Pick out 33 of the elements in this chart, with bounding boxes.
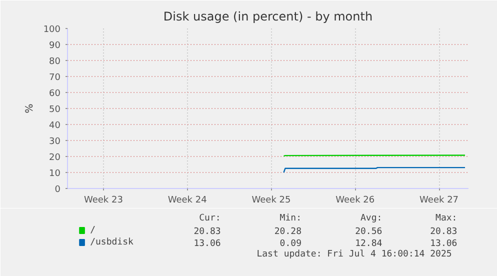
y-tick-label: 0	[54, 185, 61, 195]
text: 12.84	[355, 239, 382, 249]
y-axis-title: %	[24, 104, 36, 114]
y-tick-label: 100	[43, 25, 61, 35]
y-tick-label: 50	[49, 105, 61, 115]
text: Last update: Fri Jul 4 16:00:14 2025	[256, 250, 452, 260]
y-tick-label: 10	[49, 169, 61, 179]
x-tick-label: Week 27	[420, 196, 459, 206]
legend-label: /	[90, 226, 96, 236]
y-tick-label: 30	[49, 137, 61, 147]
y-tick-label: 40	[49, 121, 61, 131]
text: 20.83	[194, 227, 221, 237]
text: Avg:	[360, 214, 382, 224]
y-tick-label: 20	[49, 153, 61, 163]
text: 20.56	[355, 227, 382, 237]
x-tick-label: Week 26	[336, 196, 375, 206]
text: Cur:	[199, 214, 221, 224]
text: 20.28	[274, 227, 302, 237]
legend-label: /usbdisk	[90, 238, 134, 248]
x-tick-label: Week 24	[168, 196, 208, 206]
text: 13.06	[430, 239, 458, 249]
y-tick-label: 90	[49, 41, 61, 51]
y-tick-label: 60	[49, 89, 61, 99]
y-tick-label: 70	[49, 73, 61, 83]
text: Max:	[436, 214, 458, 224]
text: 20.83	[430, 227, 458, 237]
text: Min:	[280, 214, 302, 224]
y-tick-label: 80	[49, 57, 61, 67]
chart-title: Disk usage (in percent) - by month	[163, 10, 373, 24]
text: 13.06	[194, 239, 221, 249]
x-tick-label: Week 25	[252, 196, 291, 206]
text: 0.09	[280, 239, 302, 249]
x-tick-label: Week 23	[84, 196, 123, 206]
